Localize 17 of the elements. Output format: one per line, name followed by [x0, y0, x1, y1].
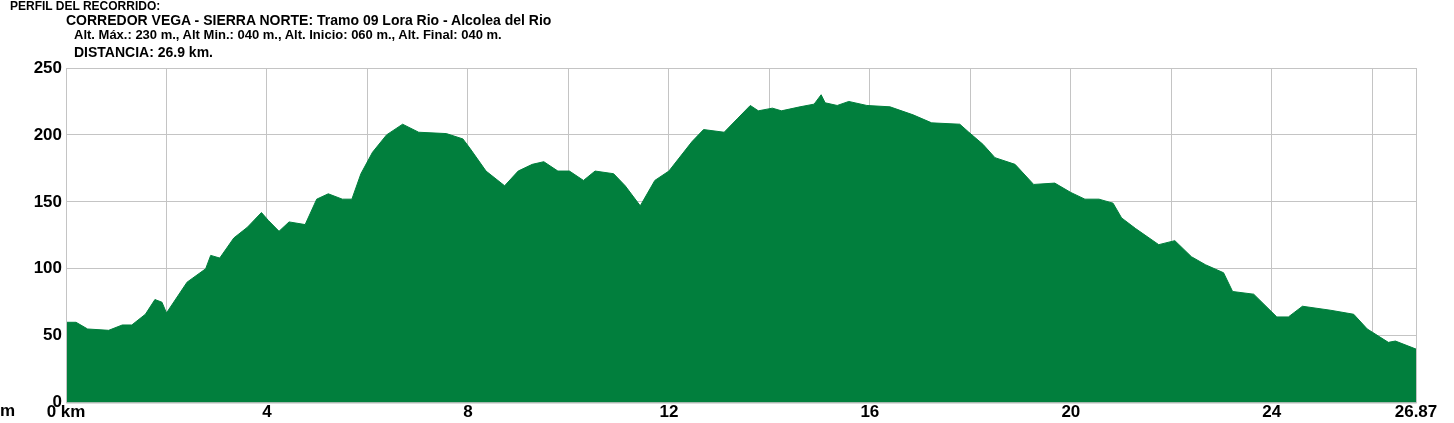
- x-tick-label: 4: [262, 402, 273, 422]
- chart-subtitle: Alt. Máx.: 230 m., Alt Min.: 040 m., Alt. Inicio: 060 m., Alt. Final: 040 m.: [74, 27, 502, 42]
- x-tick-label: 20: [1061, 402, 1081, 422]
- y-axis-title: m: [0, 401, 16, 420]
- y-tick-label: 50: [43, 325, 62, 345]
- y-tick-label: 150: [33, 191, 62, 211]
- y-tick-label: 250: [33, 57, 62, 77]
- y-tick-label: 100: [33, 258, 62, 278]
- x-tick-label: 24: [1262, 402, 1282, 422]
- text: PERFIL DEL RECORRIDO:: [10, 0, 161, 13]
- y-tick-label: 200: [33, 124, 62, 144]
- text: DISTANCIA: 26.9 km.: [74, 44, 213, 60]
- x-tick-label: 12: [659, 402, 679, 422]
- x-tick-label: 16: [860, 402, 880, 422]
- x-tick-label: 8: [463, 402, 473, 422]
- chart-title: CORREDOR VEGA - SIERRA NORTE: Tramo 09 Lora Rio - Alcolea del Rio: [66, 12, 552, 28]
- x-tick-label: 26.87: [1394, 402, 1438, 422]
